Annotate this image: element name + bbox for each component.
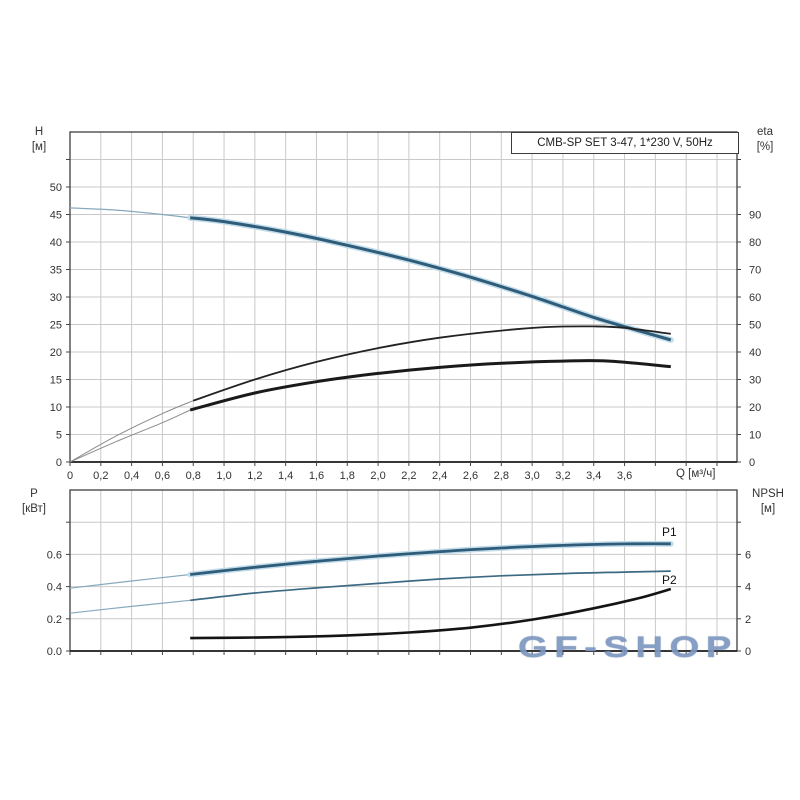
svg-text:80: 80 — [749, 237, 761, 249]
svg-text:0: 0 — [67, 470, 73, 482]
svg-text:0.6: 0.6 — [47, 549, 62, 561]
svg-text:1,8: 1,8 — [340, 470, 355, 482]
svg-text:50: 50 — [749, 320, 761, 332]
svg-text:45: 45 — [50, 210, 62, 222]
p-axis-title: P [кВт] — [13, 487, 55, 517]
p-axis-title-unit: [кВт] — [22, 503, 46, 515]
svg-text:3,4: 3,4 — [586, 470, 601, 482]
svg-text:3,2: 3,2 — [555, 470, 570, 482]
npsh-axis-title: NPSH [м] — [742, 487, 794, 517]
h-axis-title: H [м] — [23, 125, 55, 155]
svg-text:0,6: 0,6 — [155, 470, 170, 482]
svg-text:5: 5 — [56, 430, 62, 442]
eta-axis-title-unit: [%] — [756, 141, 774, 153]
svg-text:0.2: 0.2 — [47, 614, 62, 626]
svg-text:0,8: 0,8 — [186, 470, 201, 482]
svg-text:20: 20 — [50, 347, 62, 359]
svg-text:10: 10 — [50, 402, 62, 414]
svg-text:70: 70 — [749, 265, 761, 277]
svg-text:2,4: 2,4 — [432, 470, 447, 482]
svg-text:0.0: 0.0 — [47, 646, 62, 658]
npsh-axis-title-symbol: NPSH — [752, 488, 784, 500]
q-axis-title: Q [м³/ч] — [676, 468, 716, 480]
svg-text:2,6: 2,6 — [463, 470, 478, 482]
svg-text:60: 60 — [749, 292, 761, 304]
svg-text:25: 25 — [50, 320, 62, 332]
p1-curve-label: P1 — [662, 525, 677, 539]
p-axis-title-symbol: P — [30, 488, 38, 500]
gf-shop-watermark: GF-SHOP — [518, 631, 738, 664]
h-axis-title-symbol: H — [34, 126, 44, 138]
chart-title-box: CMB-SP SET 3-47, 1*230 V, 50Hz — [511, 132, 739, 154]
svg-text:0: 0 — [749, 457, 755, 469]
svg-text:1,0: 1,0 — [216, 470, 231, 482]
h-axis-title-unit: [м] — [31, 141, 47, 153]
svg-text:35: 35 — [50, 265, 62, 277]
svg-text:10: 10 — [749, 430, 761, 442]
svg-text:2,0: 2,0 — [370, 470, 385, 482]
svg-text:90: 90 — [749, 210, 761, 222]
svg-text:1,6: 1,6 — [309, 470, 324, 482]
svg-text:1,2: 1,2 — [247, 470, 262, 482]
svg-text:1,4: 1,4 — [278, 470, 293, 482]
svg-text:4: 4 — [745, 582, 751, 594]
svg-text:3,6: 3,6 — [617, 470, 632, 482]
eta-axis-title: eta [%] — [747, 125, 783, 155]
svg-text:40: 40 — [749, 347, 761, 359]
svg-text:0,4: 0,4 — [124, 470, 139, 482]
svg-text:2,2: 2,2 — [401, 470, 416, 482]
eta-axis-title-symbol: eta — [757, 126, 773, 138]
svg-text:30: 30 — [749, 375, 761, 387]
npsh-axis-title-unit: [м] — [760, 503, 776, 515]
p2-curve-label: P2 — [662, 573, 677, 587]
svg-text:50: 50 — [50, 182, 62, 194]
svg-text:0: 0 — [56, 457, 62, 469]
svg-text:3,0: 3,0 — [524, 470, 539, 482]
svg-text:30: 30 — [50, 292, 62, 304]
svg-text:0: 0 — [745, 646, 751, 658]
svg-text:0,2: 0,2 — [93, 470, 108, 482]
svg-text:15: 15 — [50, 375, 62, 387]
svg-text:20: 20 — [749, 402, 761, 414]
svg-text:2,8: 2,8 — [494, 470, 509, 482]
svg-text:40: 40 — [50, 237, 62, 249]
svg-text:6: 6 — [745, 549, 751, 561]
svg-text:2: 2 — [745, 614, 751, 626]
svg-text:0.4: 0.4 — [47, 582, 62, 594]
